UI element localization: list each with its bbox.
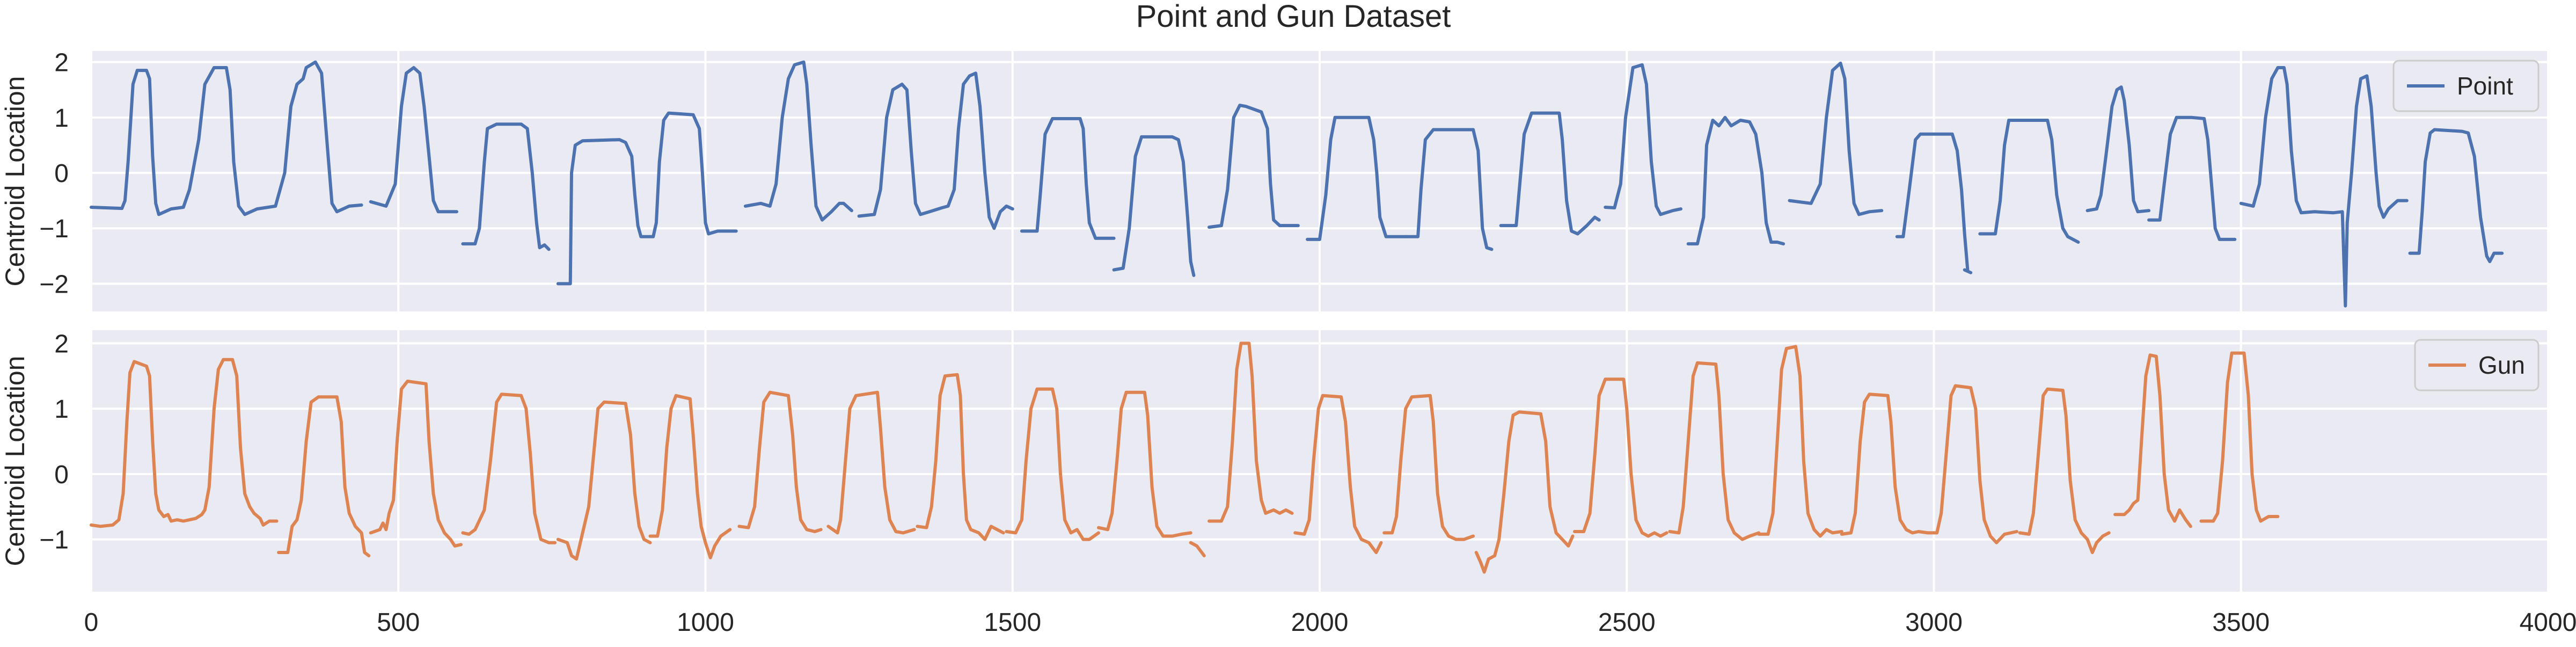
series-line-point-17 — [1978, 119, 2080, 244]
series-line-gun-23 — [2199, 351, 2280, 523]
series-line-point-16 — [1963, 268, 1973, 274]
series-line-point-9 — [1306, 115, 1408, 241]
y-tick-label-1-1: 1 — [54, 104, 69, 133]
series-line-gun-21 — [2018, 387, 2111, 554]
series-line-point-20 — [2239, 66, 2409, 308]
x-tick-label-5: 2500 — [1598, 608, 1656, 637]
series-line-point-18 — [2085, 85, 2151, 214]
series-line-point-11 — [1499, 111, 1601, 236]
series-line-gun-11 — [1189, 541, 1206, 557]
series-line-point-1 — [369, 66, 458, 214]
y-tick-label-2-1: 1 — [54, 395, 69, 424]
series-line-gun-6 — [737, 390, 823, 533]
series-line-gun-15 — [1474, 410, 1575, 574]
series-line-point-2 — [461, 122, 551, 251]
series-line-point-6 — [1020, 117, 1116, 240]
series-line-gun-20 — [1926, 384, 2018, 544]
series-line-gun-5 — [648, 394, 732, 559]
series-line-point-7 — [1112, 135, 1196, 277]
legend-label-point: Point — [2457, 72, 2513, 100]
y-tick-label-2-0: 2 — [54, 330, 69, 358]
chart-title: Point and Gun Dataset — [1136, 0, 1451, 34]
legend-box-2 — [2414, 339, 2540, 391]
series-line-gun-19 — [1840, 392, 1930, 536]
y-tick-label-1-0: 2 — [54, 49, 69, 77]
x-tick-label-1: 500 — [377, 608, 420, 637]
legend-label-gun: Gun — [2478, 351, 2525, 379]
series-line-gun-1 — [277, 395, 371, 557]
x-tick-label-3: 1500 — [984, 608, 1041, 637]
x-tick-label-7: 3500 — [2212, 608, 2270, 637]
y-tick-label-1-4: −2 — [39, 270, 69, 299]
y-tick-label-2-3: −1 — [39, 526, 69, 555]
series-line-point-21 — [2408, 128, 2504, 264]
series-line-gun-2 — [369, 380, 463, 548]
series-line-gun-16 — [1573, 377, 1668, 538]
x-tick-label-2: 1000 — [677, 608, 734, 637]
series-line-gun-4 — [556, 400, 652, 561]
series-line-gun-8 — [916, 373, 1005, 541]
series-line-gun-17 — [1668, 361, 1761, 541]
series-line-gun-3 — [461, 392, 557, 544]
series-line-gun-22 — [2113, 353, 2192, 528]
series-line-point-10 — [1404, 128, 1494, 251]
legend-box-1 — [2392, 60, 2540, 112]
series-line-gun-14 — [1382, 394, 1475, 541]
series-line-gun-18 — [1757, 345, 1843, 538]
y-tick-label-1-2: 0 — [54, 159, 69, 188]
series-line-point-8 — [1208, 104, 1300, 229]
y-tick-label-1-3: −1 — [39, 215, 69, 243]
series-line-point-15 — [1895, 132, 1970, 272]
x-tick-label-4: 2000 — [1291, 608, 1349, 637]
series-line-point-3 — [556, 111, 738, 286]
x-tick-label-0: 0 — [84, 608, 99, 637]
series-line-point-19 — [2147, 115, 2237, 241]
series-line-gun-10 — [1097, 390, 1192, 538]
y-tick-label-2-2: 0 — [54, 461, 69, 489]
series-line-point-13 — [1686, 115, 1785, 246]
series-line-point-5 — [857, 71, 1014, 230]
series-line-gun-13 — [1293, 394, 1383, 554]
series-line-point-14 — [1788, 61, 1884, 216]
y-axis-label-2: Centroid Location — [0, 356, 30, 566]
x-tick-label-6: 3000 — [1905, 608, 1963, 637]
series-line-point-0 — [90, 60, 363, 216]
series-line-point-12 — [1604, 63, 1682, 216]
y-axis-label-1: Centroid Location — [0, 76, 30, 287]
series-line-gun-0 — [90, 358, 279, 528]
series-line-gun-9 — [1005, 387, 1100, 541]
series-line-gun-12 — [1208, 341, 1294, 523]
x-tick-label-8: 4000 — [2520, 608, 2576, 637]
series-line-point-4 — [743, 60, 853, 222]
series-line-gun-7 — [826, 390, 916, 535]
